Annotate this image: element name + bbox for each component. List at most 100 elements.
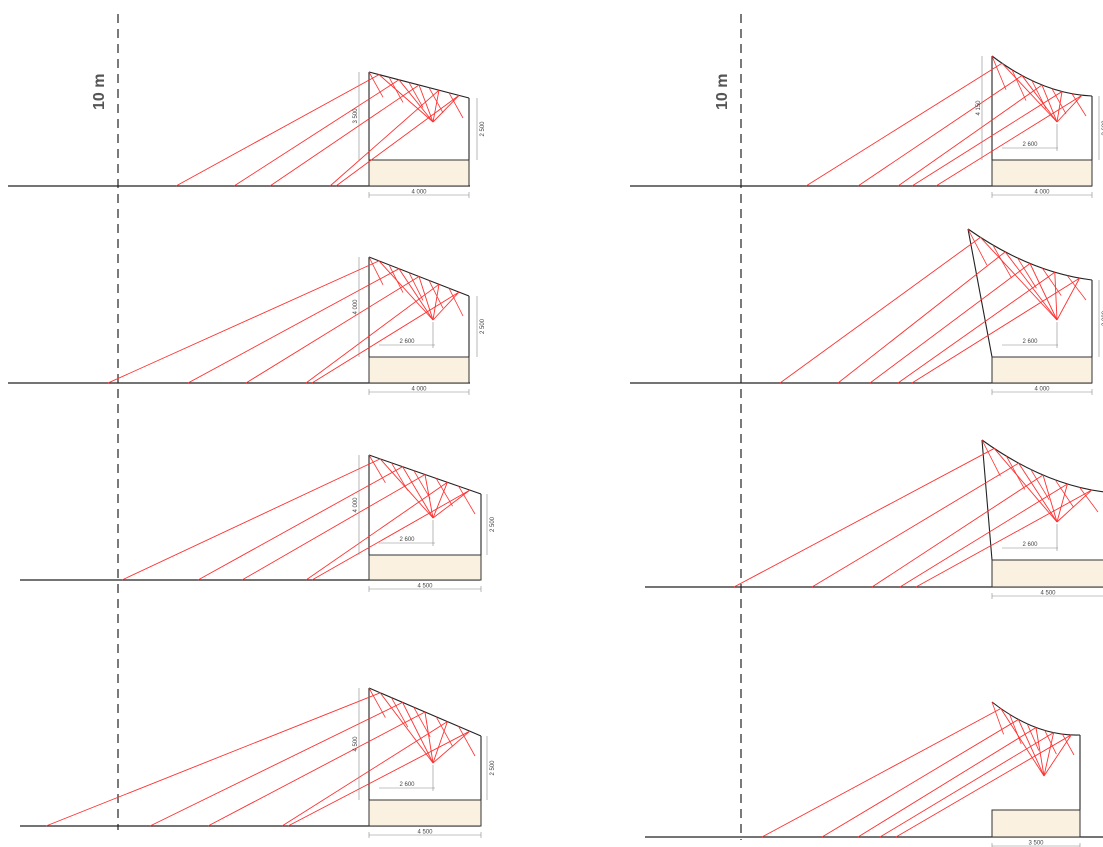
sound-ray — [448, 288, 464, 317]
sound-ray — [432, 284, 440, 321]
reflected-ray — [805, 62, 1003, 187]
shell-ceiling — [967, 228, 1093, 281]
reflected-ray — [869, 263, 1031, 384]
reflected-ray — [269, 84, 420, 187]
sound-ray — [1056, 277, 1080, 321]
panel-right-4: 3 500 — [645, 701, 1103, 847]
sound-ray — [378, 74, 434, 123]
sound-ray — [378, 260, 434, 321]
sound-ray — [388, 77, 404, 103]
sound-ray — [1031, 80, 1047, 109]
sound-ray — [379, 692, 434, 764]
reflected-ray — [895, 734, 1072, 838]
sound-ray — [368, 454, 386, 484]
reflected-ray — [879, 732, 1054, 838]
sound-ray — [1011, 69, 1027, 101]
reflected-ray — [281, 721, 448, 827]
sound-ray — [1066, 275, 1087, 301]
sound-ray — [967, 228, 988, 266]
reflected-ray — [911, 91, 1063, 187]
sound-ray — [1043, 732, 1055, 777]
left-distance-label: 10 m — [91, 74, 108, 110]
sound-ray — [408, 82, 424, 108]
reflected-ray — [335, 95, 460, 187]
reflected-ray — [871, 474, 1044, 588]
sound-ray — [1006, 455, 1026, 490]
sound-ray — [980, 237, 1058, 321]
height-dim-label: 4 150 — [976, 100, 982, 116]
reflected-ray — [811, 462, 1019, 588]
sound-ray — [432, 291, 460, 321]
reflected-ray — [915, 489, 1093, 588]
sound-ray — [368, 71, 384, 98]
sound-ray — [1026, 723, 1040, 751]
sound-ray — [418, 276, 434, 321]
back-dim-label: 2 500 — [490, 516, 496, 532]
reflected-ray — [233, 79, 400, 187]
panel-left-3: 4 500 4 000 2 500 2 600 — [20, 454, 496, 592]
width-dim-label: 3 500 — [1028, 841, 1044, 847]
sound-ray — [398, 268, 434, 321]
sound-ray — [408, 272, 424, 301]
stage-platform — [991, 809, 1081, 838]
reflected-ray — [311, 291, 460, 384]
reflected-ray — [935, 94, 1083, 187]
sound-ray — [1030, 469, 1050, 501]
reflected-ray — [821, 719, 1019, 838]
reflected-ray — [305, 481, 448, 581]
inner-dim-label: 2 600 — [399, 339, 415, 345]
back-dim-label: 2 500 — [490, 760, 496, 776]
sound-ray — [1051, 88, 1067, 114]
sound-ray — [1021, 75, 1058, 123]
reflected-ray — [287, 730, 471, 827]
sound-ray — [1017, 257, 1037, 289]
sound-ray — [432, 721, 448, 764]
shell-ceiling — [991, 55, 1093, 97]
reflected-ray — [911, 277, 1080, 384]
reflected-ray — [305, 283, 440, 384]
sound-ray — [1079, 487, 1099, 513]
stage-platform — [368, 554, 482, 581]
inner-dim-label: 2 600 — [1022, 142, 1038, 148]
reflected-ray — [899, 483, 1068, 588]
sound-ray — [368, 687, 386, 718]
sound-ray — [1056, 94, 1083, 123]
reflected-ray — [761, 708, 1002, 838]
sound-ray — [432, 482, 448, 519]
reflected-ray — [107, 260, 380, 384]
sound-ray — [402, 466, 434, 519]
sound-ray — [391, 697, 409, 728]
width-dim-label: 4 000 — [1034, 387, 1050, 393]
height-dim-label: 4 000 — [353, 299, 359, 315]
reflected-ray — [207, 711, 426, 827]
width-dim-label: 4 000 — [1034, 190, 1050, 196]
sound-ray — [428, 87, 444, 113]
reflected-ray — [149, 701, 403, 827]
sound-ray — [1041, 84, 1058, 123]
inner-dim-label: 2 600 — [1022, 542, 1038, 548]
reflected-ray — [857, 727, 1037, 838]
reflected-ray — [175, 74, 380, 187]
sound-ray — [1018, 462, 1058, 523]
width-dim-label: 4 500 — [1040, 591, 1056, 597]
sound-ray — [1004, 251, 1058, 321]
panel-left-4: 4 500 4 500 2 500 2 600 — [20, 687, 496, 838]
stage-platform — [368, 159, 470, 187]
sound-ray — [1029, 263, 1058, 321]
sound-ray — [991, 701, 1004, 735]
height-dim-label: 3 500 — [353, 108, 359, 124]
reflected-ray — [311, 489, 471, 581]
sound-ray — [991, 55, 1007, 90]
width-dim-label: 4 500 — [417, 584, 433, 590]
reflected-ray — [45, 692, 381, 827]
stage-platform — [991, 159, 1093, 187]
shell-front-edge — [967, 228, 993, 358]
reflected-ray — [897, 84, 1043, 187]
sound-ray — [398, 79, 434, 123]
panel-right-3: 4 500 2 600 — [645, 439, 1103, 599]
sound-ray — [993, 448, 1058, 523]
sound-ray — [448, 92, 464, 119]
stage-platform — [991, 356, 1093, 384]
